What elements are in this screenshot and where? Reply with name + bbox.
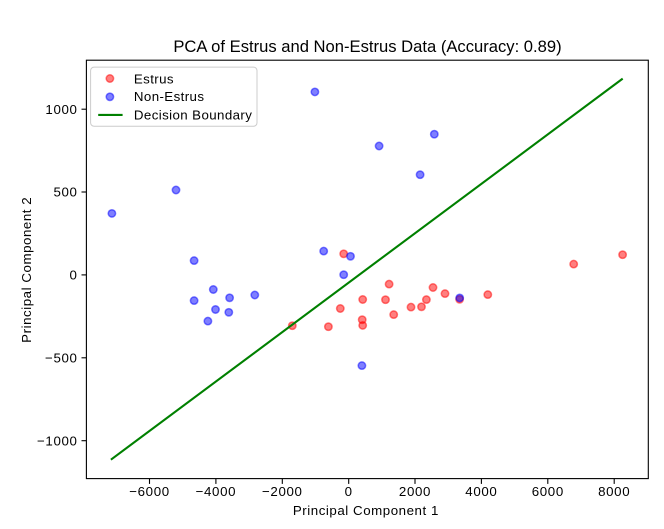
svg-text:−500: −500 <box>45 351 78 366</box>
svg-text:Principal Component 2: Principal Component 2 <box>19 197 34 343</box>
svg-text:500: 500 <box>53 185 77 200</box>
svg-text:Principal Component 1: Principal Component 1 <box>293 503 439 518</box>
svg-text:0: 0 <box>345 484 353 499</box>
svg-text:−1000: −1000 <box>37 433 78 448</box>
svg-text:−6000: −6000 <box>129 484 170 499</box>
svg-text:8000: 8000 <box>598 484 630 499</box>
svg-text:−2000: −2000 <box>262 484 303 499</box>
svg-text:2000: 2000 <box>399 484 431 499</box>
svg-text:1000: 1000 <box>45 102 77 117</box>
svg-text:6000: 6000 <box>532 484 564 499</box>
svg-text:−4000: −4000 <box>196 484 237 499</box>
svg-text:4000: 4000 <box>465 484 497 499</box>
svg-text:0: 0 <box>70 268 78 283</box>
svg-text:Non-Estrus: Non-Estrus <box>134 89 205 104</box>
svg-text:Decision Boundary: Decision Boundary <box>134 107 252 122</box>
svg-text:Estrus: Estrus <box>134 72 174 87</box>
svg-text:PCA of Estrus and Non-Estrus D: PCA of Estrus and Non-Estrus Data (Accur… <box>173 37 561 56</box>
